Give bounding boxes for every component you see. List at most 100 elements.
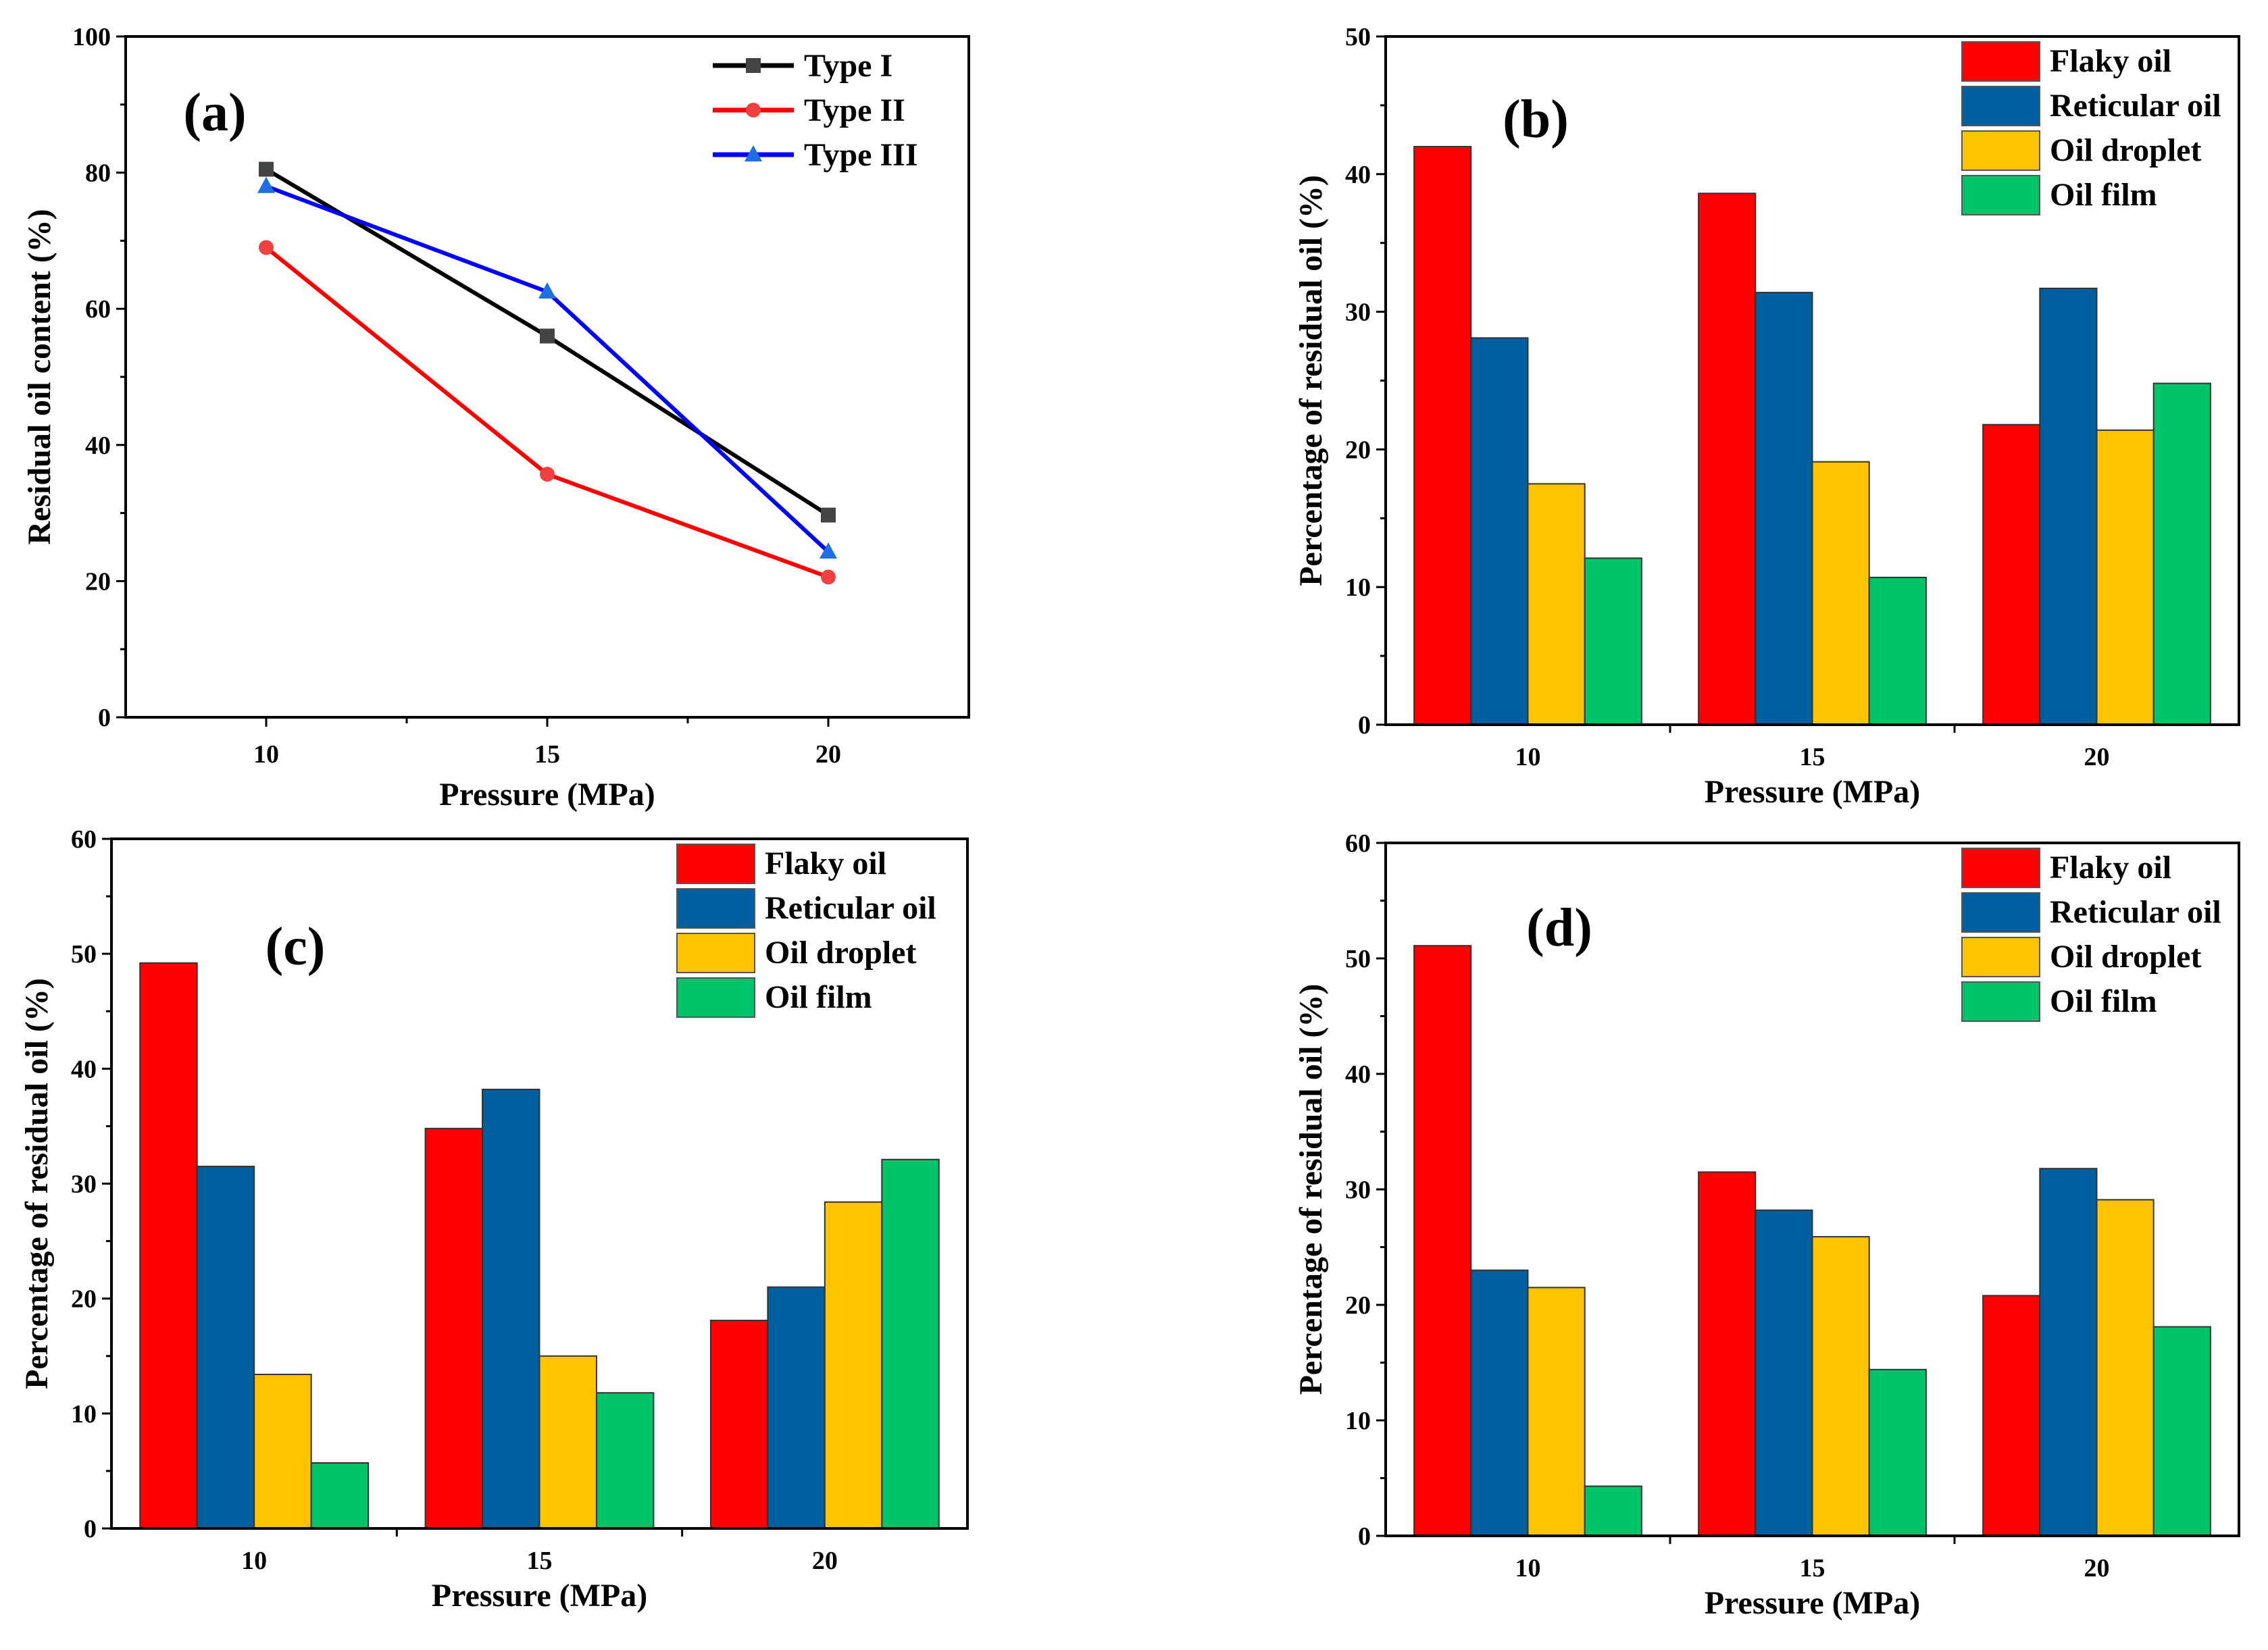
legend-item: Type II [713, 93, 905, 128]
legend-item: Oil film [676, 977, 872, 1018]
y-tick-label: 50 [1345, 23, 1371, 51]
y-tick-label: 10 [1345, 1407, 1371, 1435]
x-tick-label: 15 [1800, 743, 1825, 771]
bar-oil-droplet [538, 1355, 597, 1529]
legend-marker [745, 145, 762, 161]
data-point [538, 282, 556, 299]
plot-frame [1384, 35, 2240, 726]
bar-reticular-oil [767, 1286, 826, 1530]
legend-item: Type I [713, 48, 892, 84]
legend-item: Oil droplet [1961, 937, 2201, 977]
bar-oil-droplet [1811, 461, 1870, 725]
series-type-iii [257, 176, 837, 559]
y-tick-label: 20 [85, 567, 111, 596]
panel-a: 0 20 40 60 80 100 10 15 20 Type I Type II Type III P… [22, 23, 970, 813]
plot-frame [110, 837, 969, 1530]
bar-flaky-oil [424, 1127, 484, 1529]
series-type-i [259, 161, 836, 523]
bar-reticular-oil [1470, 1269, 1529, 1537]
x-axis-label: Pressure (MPa) [432, 1578, 647, 1614]
bar-flaky-oil [1413, 945, 1472, 1537]
bar-flaky-oil [1698, 192, 1757, 726]
legend-label: Reticular oil [2050, 88, 2221, 124]
y-tick-label: 60 [71, 825, 97, 854]
y-tick-label: 10 [1345, 573, 1371, 602]
legend-swatch [676, 888, 755, 929]
y-tick-label: 60 [1345, 829, 1371, 858]
panel-label: (c) [266, 917, 326, 977]
bar-reticular-oil [196, 1165, 255, 1529]
panel-label: (d) [1526, 898, 1592, 958]
panel-d: 0 10 20 30 40 50 60 10 15 20 Flaky oil Reticular oi… [1293, 829, 2240, 1621]
legend-swatch [676, 977, 755, 1018]
bar-oil-film [2152, 1326, 2211, 1537]
bar-reticular-oil [482, 1088, 540, 1530]
y-tick-label: 20 [71, 1285, 97, 1314]
x-tick-label: 20 [2084, 743, 2110, 771]
data-point [821, 507, 836, 523]
legend-swatch [1961, 41, 2040, 82]
x-axis-label: Pressure (MPa) [1705, 1585, 1920, 1621]
legend-item: Type III [713, 137, 918, 173]
plot-frame [1384, 842, 2240, 1537]
bar-reticular-oil [2039, 1168, 2098, 1537]
series-line [265, 184, 830, 554]
legend-swatch [1961, 175, 2040, 215]
plot-frame [124, 35, 970, 719]
bar-oil-film [881, 1158, 940, 1529]
bar-flaky-oil [1698, 1171, 1757, 1537]
legend-label: Type I [804, 48, 892, 84]
legend-label: Reticular oil [765, 890, 936, 926]
y-tick-label: 20 [1345, 436, 1371, 464]
legend-item: Flaky oil [676, 844, 886, 884]
legend-item: Reticular oil [1961, 892, 2221, 933]
bar-oil-film [1584, 1485, 1642, 1537]
x-tick-label: 20 [815, 740, 841, 769]
bar-reticular-oil [1470, 337, 1529, 725]
bar-flaky-oil [1982, 423, 2041, 725]
y-tick-label: 10 [71, 1400, 97, 1428]
legend-swatch [676, 844, 755, 884]
y-tick-label: 100 [72, 23, 111, 51]
legend-label: Flaky oil [765, 846, 886, 881]
data-point [821, 569, 836, 585]
x-tick-label: 20 [812, 1547, 838, 1575]
legend-swatch [1961, 892, 2040, 933]
y-axis-label: Percentage of residual oil (%) [1293, 175, 1329, 586]
bar-oil-film [310, 1462, 370, 1529]
legend-item: Flaky oil [1961, 41, 2171, 82]
panel-label: (b) [1503, 90, 1569, 149]
data-point [820, 542, 837, 559]
series-type-ii [259, 240, 836, 585]
y-tick-label: 40 [1345, 161, 1371, 189]
bar-oil-droplet [1527, 483, 1586, 725]
bar-reticular-oil [2039, 287, 2098, 726]
bar-oil-droplet [2096, 1199, 2154, 1537]
legend-label: Oil film [765, 979, 872, 1015]
y-tick-label: 30 [71, 1170, 97, 1199]
y-tick-label: 30 [1345, 299, 1371, 327]
legend-label: Flaky oil [2050, 43, 2171, 79]
bar-oil-droplet [1811, 1236, 1870, 1537]
legend-label: Type II [804, 93, 905, 128]
legend-swatch [676, 933, 755, 973]
bar-flaky-oil [1413, 146, 1472, 726]
x-tick-label: 15 [1800, 1554, 1825, 1582]
legend-item: Flaky oil [1961, 848, 2171, 888]
legend-swatch [1961, 130, 2040, 171]
bar-oil-film [1584, 557, 1642, 725]
x-axis-label: Pressure (MPa) [439, 777, 655, 813]
legend-label: Oil droplet [2050, 132, 2201, 168]
bar-oil-droplet [2096, 429, 2154, 725]
y-tick-label: 50 [1345, 945, 1371, 973]
y-tick-label: 0 [1358, 1522, 1371, 1551]
bar-oil-film [595, 1392, 655, 1530]
bar-oil-droplet [1527, 1287, 1586, 1537]
y-tick-label: 40 [85, 432, 111, 460]
x-axis-label: Pressure (MPa) [1705, 774, 1920, 810]
x-tick-label: 10 [1515, 743, 1541, 771]
legend-item: Oil film [1961, 175, 2157, 215]
legend-swatch [1961, 981, 2040, 1022]
y-tick-label: 20 [1345, 1291, 1371, 1320]
x-tick-label: 10 [253, 740, 279, 769]
